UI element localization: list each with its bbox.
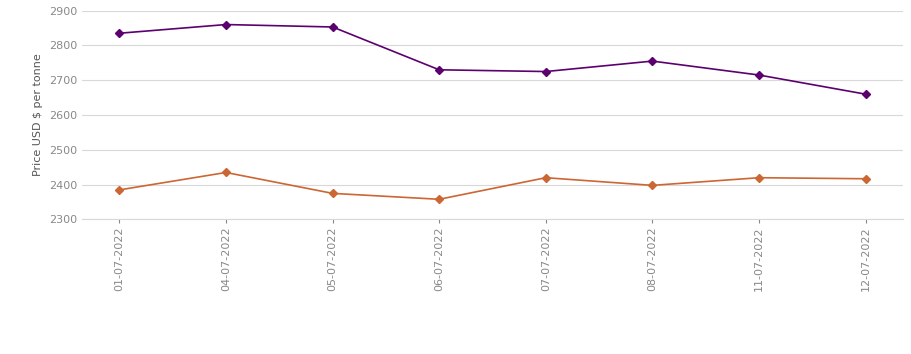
LME — [220, 170, 231, 175]
Line: SHFE: SHFE — [117, 22, 867, 97]
LME — [327, 191, 338, 195]
LME — [859, 177, 870, 181]
LME — [646, 183, 657, 188]
SHFE — [752, 73, 763, 77]
SHFE — [434, 68, 445, 72]
Y-axis label: Price USD $ per tonne: Price USD $ per tonne — [34, 54, 44, 176]
SHFE — [114, 31, 125, 35]
LME — [434, 197, 445, 201]
SHFE — [539, 69, 550, 74]
SHFE — [327, 25, 338, 29]
LME — [114, 188, 125, 192]
LME — [539, 176, 550, 180]
LME — [752, 176, 763, 180]
SHFE — [220, 22, 231, 27]
Line: LME: LME — [117, 170, 867, 202]
SHFE — [859, 92, 870, 96]
SHFE — [646, 59, 657, 63]
